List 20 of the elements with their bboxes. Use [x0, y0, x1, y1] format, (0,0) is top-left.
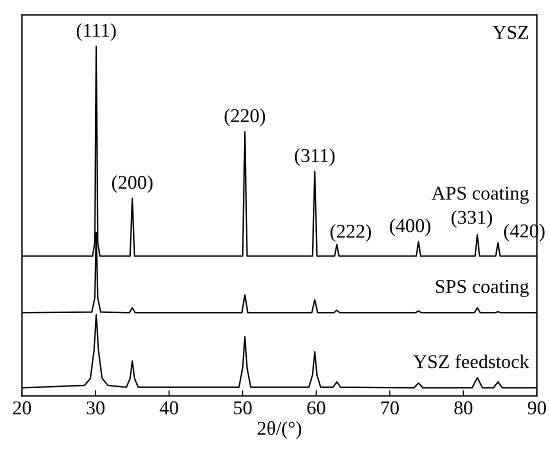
text: YSZ [492, 26, 528, 39]
x-tick-label: 50 [234, 401, 252, 414]
x-axis-title: 2θ/(°) [258, 421, 302, 439]
x-tick-label: 90 [528, 401, 546, 414]
annotation: (200) [112, 175, 153, 193]
series-label: SPS coating [436, 280, 529, 298]
series-label: YSZ feedstock [413, 354, 530, 368]
x-tick-label: 80 [454, 401, 472, 414]
annotation: (222) [330, 224, 371, 242]
x-tick-label: 30 [86, 401, 105, 414]
text: APS coating [432, 186, 529, 204]
x-tick-label: 60 [307, 401, 326, 414]
annotation: (331) [452, 210, 492, 228]
annotation: (400) [390, 218, 430, 236]
annotation: (111) [76, 23, 116, 41]
annotation: (311) [294, 148, 335, 166]
x-tick-label: 40 [160, 401, 178, 414]
annotation: (220) [224, 108, 266, 126]
x-tick-label: 20 [13, 401, 31, 414]
x-tick-label: 70 [381, 401, 399, 414]
